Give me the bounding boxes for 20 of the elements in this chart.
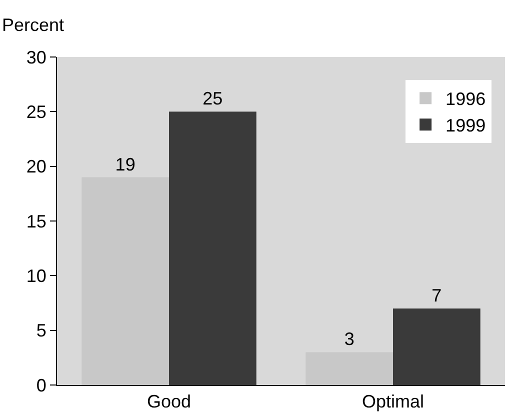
bar	[393, 308, 480, 385]
legend-label: 1999	[446, 116, 486, 136]
y-axis-title: Percent	[2, 15, 64, 35]
x-tick-label: Optimal	[362, 392, 424, 412]
y-tick-label: 25	[26, 102, 46, 122]
data-label: 19	[115, 154, 136, 174]
data-label: 3	[344, 329, 354, 350]
y-tick-label: 5	[36, 320, 46, 341]
data-label: 7	[432, 285, 442, 306]
x-tick-label: Good	[146, 392, 192, 412]
bar	[169, 112, 256, 385]
y-tick-label: 30	[26, 47, 46, 68]
y-tick-label: 10	[26, 266, 46, 286]
data-label: 25	[202, 88, 223, 109]
y-tick-label: 0	[36, 375, 46, 396]
bar	[306, 352, 393, 385]
bar	[82, 177, 169, 385]
y-tick-label: 20	[26, 156, 46, 177]
y-tick-label: 15	[26, 211, 46, 232]
legend-label: 1996	[446, 89, 486, 110]
